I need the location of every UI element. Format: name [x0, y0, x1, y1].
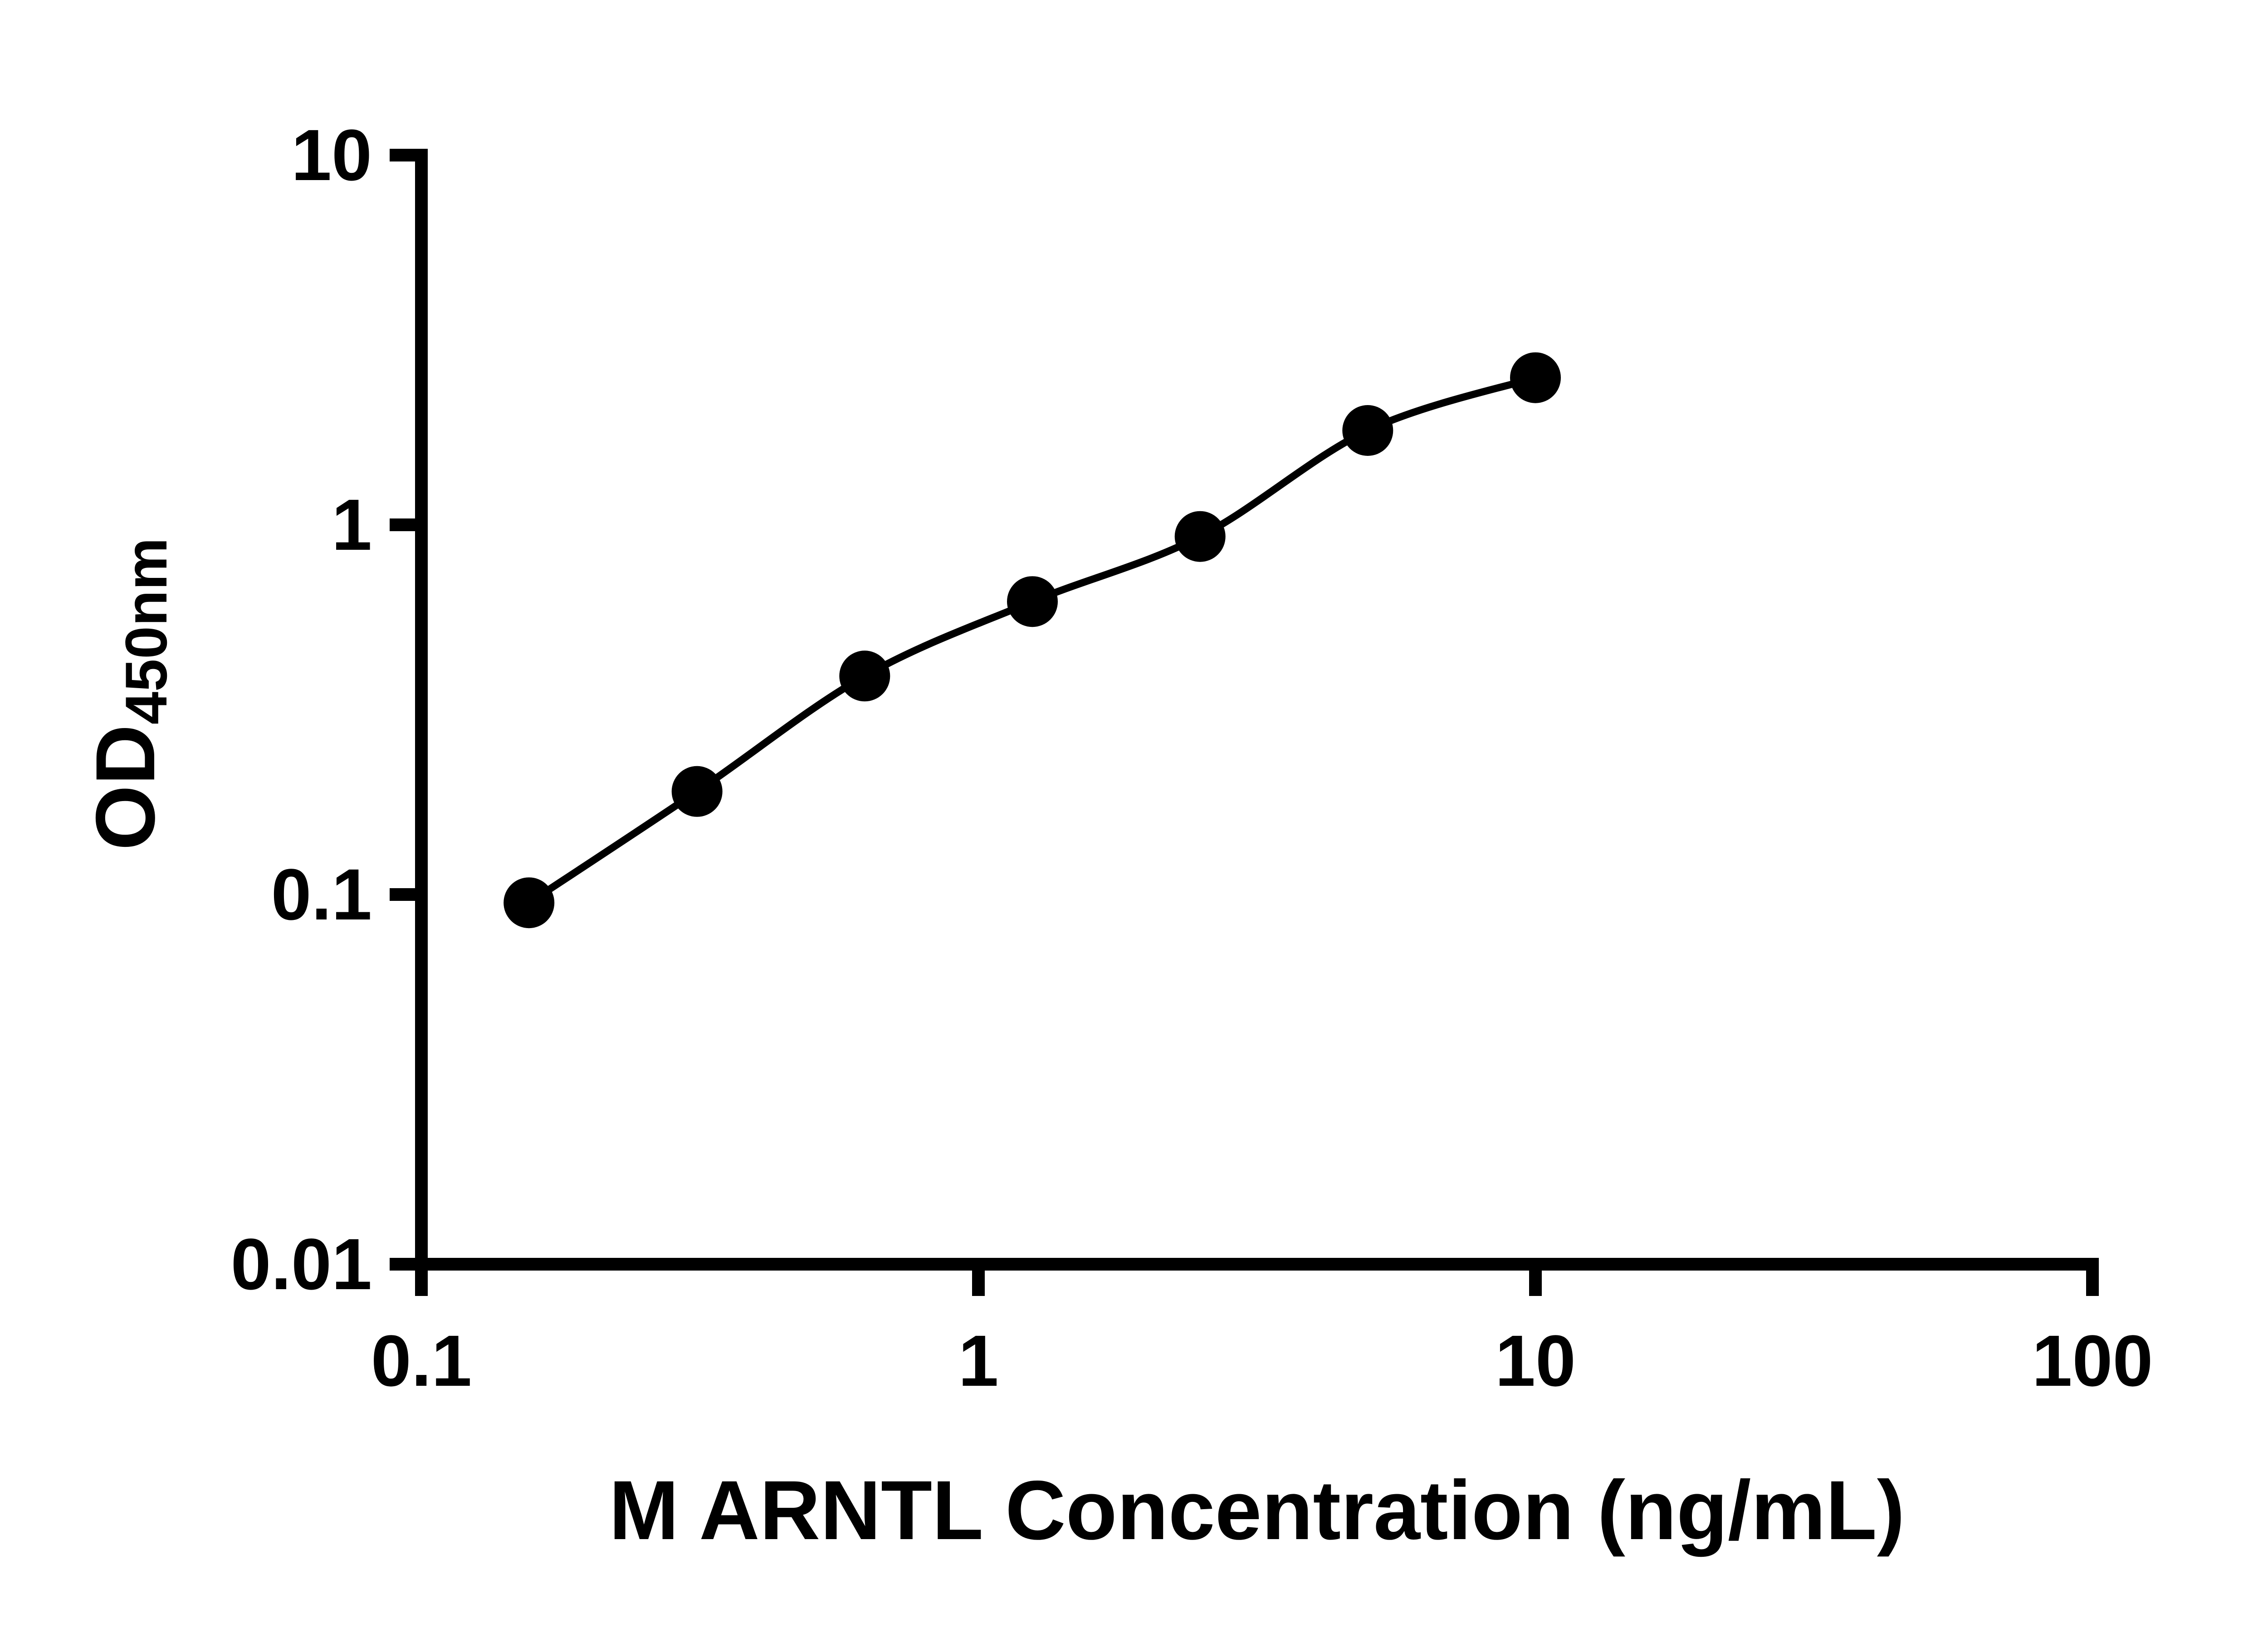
data-point-marker: [839, 650, 890, 702]
data-point-marker: [1510, 352, 1561, 403]
x-tick-label: 100: [2032, 1320, 2153, 1401]
x-tick-label: 1: [958, 1320, 999, 1401]
x-tick-label: 0.1: [371, 1320, 472, 1401]
data-point-marker: [1342, 405, 1393, 456]
data-point-marker: [503, 877, 555, 929]
data-point-marker: [1174, 511, 1226, 562]
y-tick-label: 0.01: [230, 1223, 372, 1305]
y-axis-title-subscript: 450nm: [113, 538, 179, 725]
y-tick-label: 10: [291, 114, 372, 196]
fit-curve: [525, 374, 1539, 907]
x-tick-label: 10: [1495, 1320, 1576, 1401]
y-tick-label: 1: [332, 484, 372, 565]
axes: [415, 149, 2099, 1271]
data-point-marker: [1007, 576, 1058, 627]
data-point-marker: [671, 766, 723, 817]
y-axis-title: OD 450nm: [67, 422, 185, 966]
y-tick-label: 0.1: [271, 854, 372, 935]
y-axis-title-main: OD: [79, 724, 172, 851]
x-axis-title: M ARNTL Concentration (ng/mL): [609, 1464, 1905, 1557]
